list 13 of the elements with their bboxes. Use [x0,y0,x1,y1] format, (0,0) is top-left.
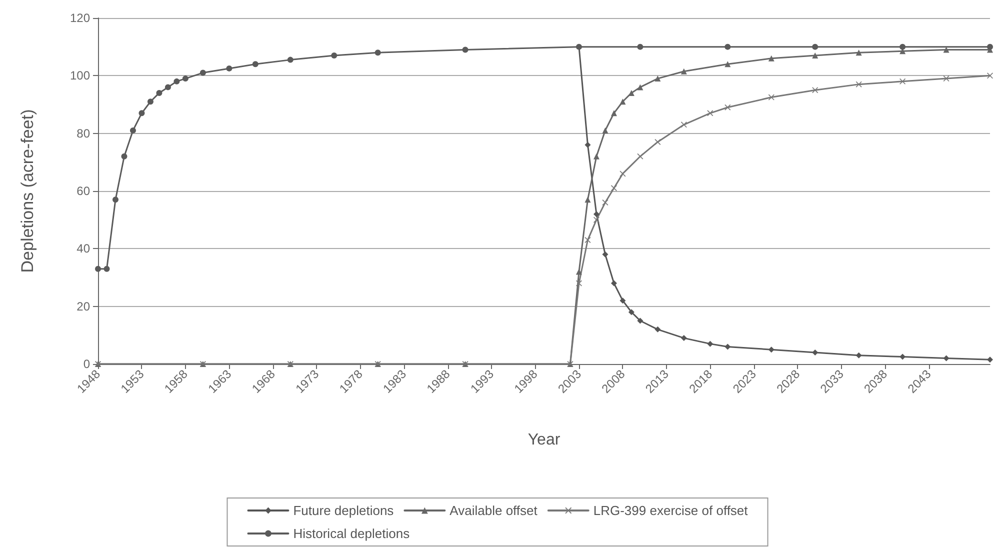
y-tick-label: 80 [76,126,90,140]
y-tick-label: 0 [83,357,90,371]
y-tick-label: 100 [70,68,90,83]
legend-label: Available offset [450,503,538,518]
y-axis-title: Depletions (acre-feet) [18,109,37,273]
y-tick-label: 40 [76,242,90,256]
y-tick-label: 20 [76,299,90,314]
y-tick-label: 60 [76,184,90,198]
x-axis-title: Year [528,432,561,448]
legend-label: Historical depletions [293,526,410,541]
y-tick-label: 120 [70,11,90,25]
legend-label: LRG-399 exercise of offset [593,503,748,518]
legend-label: Future depletions [293,503,394,518]
